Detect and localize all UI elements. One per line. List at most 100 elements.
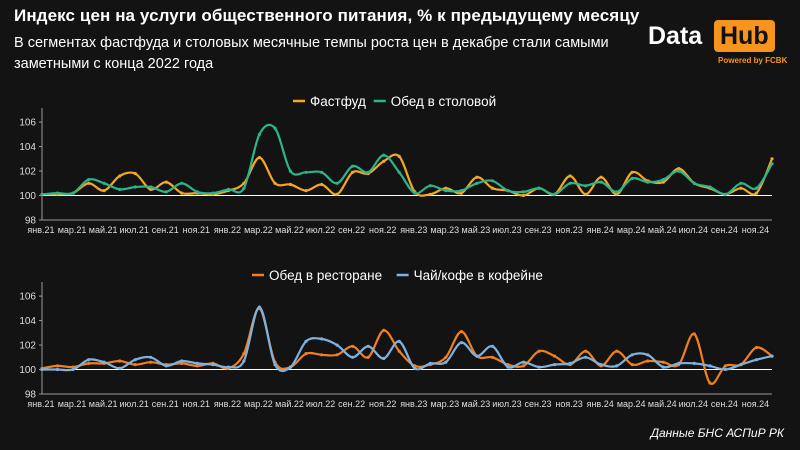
datahub-logo: Data Hub Powered by FCBK <box>648 20 788 68</box>
series-line-1 <box>40 123 774 196</box>
data-point <box>335 343 339 347</box>
x-tick-label: май.21 <box>89 225 118 235</box>
data-point <box>164 180 168 184</box>
data-point <box>723 364 728 368</box>
data-point <box>739 363 743 367</box>
x-tick-label: июл.24 <box>679 399 708 409</box>
data-point <box>195 361 199 365</box>
chart-legend: Фастфуд Обед в столовой <box>293 94 496 109</box>
logo-word-hub: Hub <box>714 20 775 52</box>
data-point <box>770 162 774 166</box>
data-point <box>397 339 401 343</box>
data-point <box>195 190 199 194</box>
data-point <box>242 359 246 363</box>
data-point <box>754 358 759 362</box>
data-point <box>490 344 494 348</box>
x-tick-label: мар.22 <box>244 399 273 409</box>
data-point <box>87 178 91 182</box>
data-point <box>149 360 153 364</box>
x-tick-label: мар.23 <box>430 225 459 235</box>
data-point <box>553 192 557 196</box>
x-tick-label: ноя.22 <box>369 399 396 409</box>
data-point <box>475 354 479 358</box>
data-point <box>382 328 386 332</box>
data-point <box>413 191 417 195</box>
data-point <box>584 192 588 196</box>
data-point <box>537 349 541 353</box>
data-point <box>428 184 432 188</box>
data-point <box>770 354 774 358</box>
data-point <box>521 190 526 194</box>
data-point <box>118 174 122 178</box>
x-tick-label: май.21 <box>89 399 118 409</box>
data-point <box>661 178 665 182</box>
data-point <box>677 167 681 171</box>
x-tick-label: ноя.24 <box>742 399 769 409</box>
chart-fastfood-canteen: Фастфуд Обед в столовой 98 100 102 104 106 янв.… <box>19 94 774 235</box>
data-point <box>615 364 619 368</box>
x-tick-label: сен.24 <box>711 225 738 235</box>
data-point <box>87 361 91 365</box>
data-point <box>257 305 261 309</box>
data-point <box>118 359 122 363</box>
data-point <box>708 364 712 368</box>
data-point <box>537 365 541 369</box>
data-point <box>382 356 386 361</box>
data-point <box>459 330 463 334</box>
data-point <box>754 345 759 350</box>
x-tick-label: сен.23 <box>525 399 552 409</box>
x-tick-label: янв.23 <box>400 225 427 235</box>
x-tick-label: июл.24 <box>679 225 708 235</box>
series-points-0 <box>40 306 774 385</box>
x-tick-label: ноя.24 <box>742 225 769 235</box>
data-point <box>226 365 230 369</box>
legend-label-1: Чай/кофе в кофейне <box>414 268 543 283</box>
data-point <box>164 190 168 194</box>
data-point <box>304 339 308 343</box>
data-point <box>118 187 122 191</box>
x-tick-label: июл.22 <box>306 399 335 409</box>
data-point <box>71 367 75 372</box>
legend-label-0: Обед в ресторане <box>269 268 382 283</box>
x-tick-label: янв.23 <box>400 399 427 409</box>
data-point <box>677 169 681 173</box>
data-point <box>242 352 246 356</box>
data-point <box>211 191 215 195</box>
data-point <box>568 361 572 365</box>
data-point <box>87 358 91 362</box>
data-point <box>677 361 681 365</box>
legend-label-1: Обед в столовой <box>391 94 496 109</box>
data-point <box>133 358 137 362</box>
data-point <box>118 366 122 370</box>
data-point <box>770 157 774 161</box>
data-point <box>320 353 324 357</box>
data-point <box>133 185 137 189</box>
data-point <box>55 191 60 195</box>
x-tick-label: ноя.23 <box>555 225 582 235</box>
data-point <box>351 344 355 348</box>
y-tick-label: 100 <box>19 191 36 202</box>
chart-subtitle: В сегментах фастфуда и столовых месячные… <box>14 35 609 72</box>
data-source-note: Данные БНС АСПиР РК <box>650 426 784 440</box>
x-tick-label: мар.21 <box>58 399 87 409</box>
data-point <box>646 180 650 184</box>
data-point <box>366 344 370 348</box>
data-point <box>584 349 588 353</box>
data-point <box>599 363 603 367</box>
data-point <box>490 186 494 190</box>
data-point <box>506 189 510 193</box>
data-point <box>257 132 261 136</box>
data-point <box>40 192 44 196</box>
logo-word-data: Data <box>648 22 703 50</box>
data-point <box>335 181 339 185</box>
data-point <box>739 181 743 185</box>
data-point <box>180 191 184 195</box>
data-point <box>257 156 261 160</box>
x-tick-label: май.22 <box>275 225 304 235</box>
data-point <box>102 181 106 185</box>
x-tick-label: сен.24 <box>711 399 738 409</box>
data-point <box>475 181 479 185</box>
x-tick-label: сен.22 <box>338 399 365 409</box>
data-point <box>723 367 728 372</box>
x-tick-label: май.22 <box>275 399 304 409</box>
